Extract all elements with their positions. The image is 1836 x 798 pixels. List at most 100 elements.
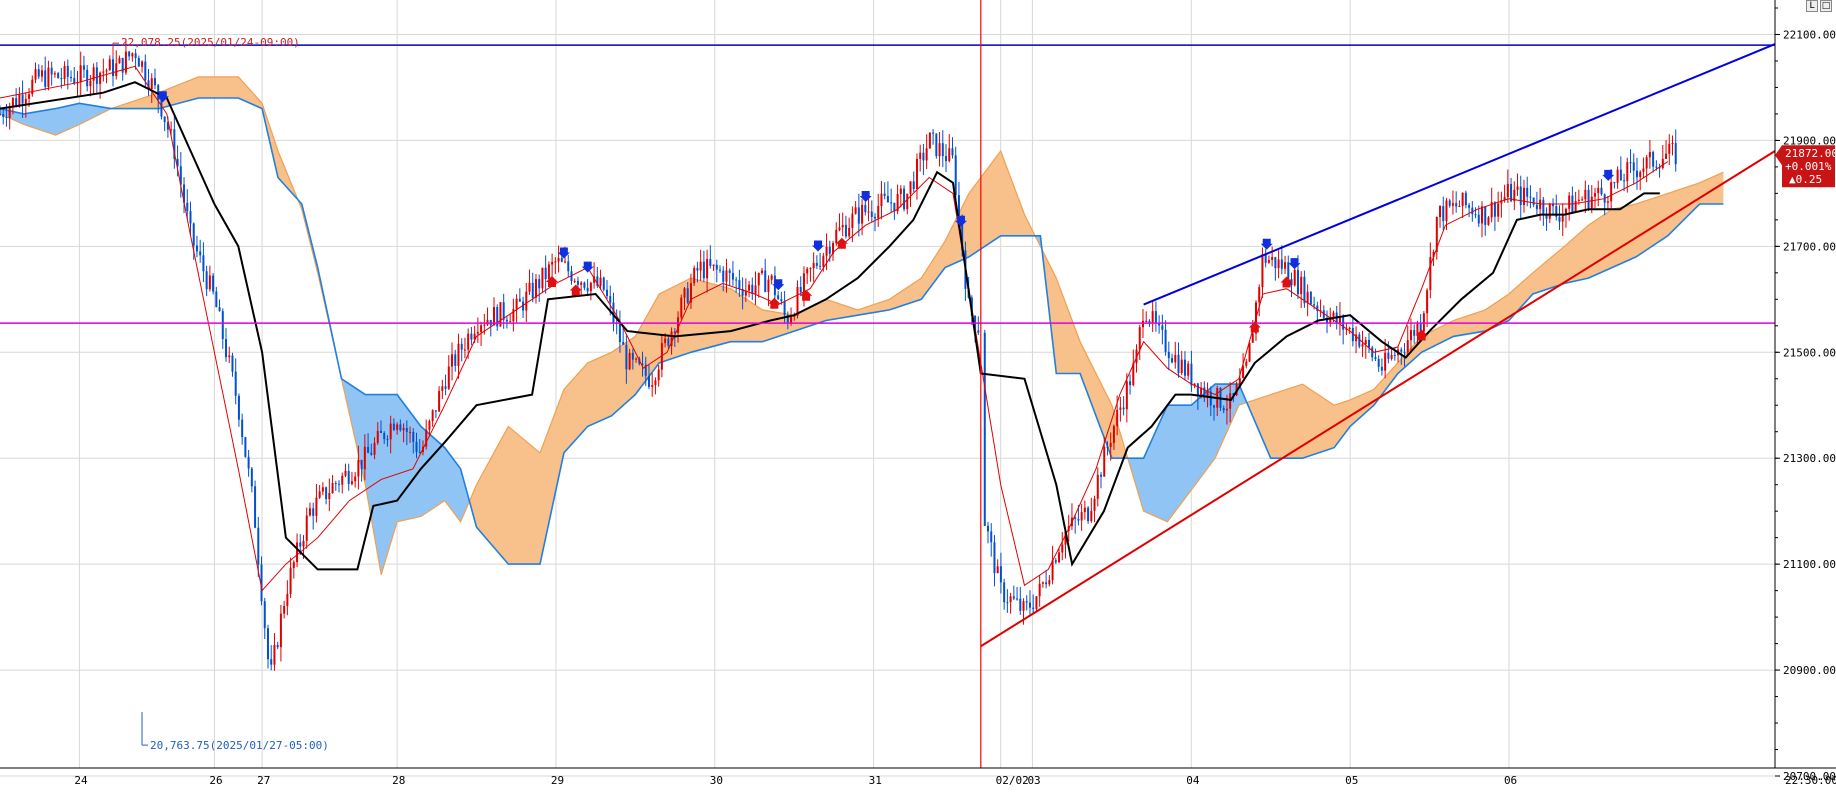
candle-body bbox=[247, 456, 250, 469]
candle-body bbox=[1112, 426, 1115, 443]
candle-body bbox=[473, 333, 476, 340]
candle-body bbox=[1564, 208, 1567, 215]
cloud-bear bbox=[0, 103, 112, 136]
candle-body bbox=[1535, 204, 1538, 210]
candle-body bbox=[192, 223, 195, 246]
candle-body bbox=[425, 429, 428, 447]
candle-body bbox=[312, 508, 315, 516]
candle-body bbox=[534, 279, 537, 298]
chart-corner-buttons[interactable]: L □ bbox=[1806, 0, 1834, 12]
candle-body bbox=[447, 366, 450, 389]
candle-body bbox=[1429, 257, 1432, 291]
candle-body bbox=[137, 57, 140, 67]
candle-body bbox=[702, 261, 705, 279]
y-tick-label: 21300.00 bbox=[1783, 452, 1836, 465]
y-tick-label: 21500.00 bbox=[1783, 346, 1836, 359]
sell-signal-arrow bbox=[1288, 258, 1301, 270]
candle-body bbox=[305, 515, 308, 541]
candle-body bbox=[1542, 199, 1545, 215]
candle-body bbox=[134, 53, 137, 58]
candle-body bbox=[1277, 259, 1280, 269]
candle-body bbox=[512, 309, 515, 322]
candle-body bbox=[1639, 171, 1642, 178]
corner-button-left[interactable]: L bbox=[1806, 0, 1818, 12]
candle-body bbox=[748, 284, 751, 291]
candle-body bbox=[1661, 158, 1664, 169]
candle-body bbox=[557, 258, 560, 262]
candle-body bbox=[250, 468, 253, 487]
candle-body bbox=[612, 302, 615, 323]
candle-body bbox=[628, 352, 631, 370]
candle-body bbox=[1048, 580, 1051, 585]
candle-body bbox=[1464, 192, 1467, 206]
candle-body bbox=[725, 270, 728, 282]
candle-body bbox=[873, 216, 876, 219]
candle-body bbox=[454, 354, 457, 366]
candle-body bbox=[212, 275, 215, 292]
candle-body bbox=[476, 331, 479, 334]
candle-body bbox=[1574, 200, 1577, 213]
candle-body bbox=[1009, 596, 1012, 603]
candle-body bbox=[618, 323, 621, 343]
candle-body bbox=[1032, 607, 1035, 609]
x-tick-label: 06 bbox=[1504, 774, 1517, 787]
candle-body bbox=[877, 205, 880, 219]
candle-body bbox=[945, 156, 948, 162]
candle-body bbox=[664, 338, 667, 344]
candle-body bbox=[321, 487, 324, 492]
candle-body bbox=[234, 371, 237, 396]
candle-body bbox=[1293, 269, 1296, 286]
candle-body bbox=[951, 148, 954, 156]
candle-body bbox=[1103, 446, 1106, 477]
candle-body bbox=[567, 261, 570, 272]
candle-body bbox=[1409, 329, 1412, 341]
x-tick-label: 27 bbox=[257, 774, 270, 787]
candle-body bbox=[1222, 408, 1225, 411]
candle-body bbox=[1345, 328, 1348, 330]
candle-body bbox=[1387, 352, 1390, 359]
candle-body bbox=[1064, 530, 1067, 545]
candle-body bbox=[34, 69, 37, 80]
candle-body bbox=[544, 267, 547, 279]
candle-body bbox=[670, 331, 673, 346]
candle-body bbox=[996, 566, 999, 574]
candle-body bbox=[66, 66, 69, 77]
x-tick-label: 04 bbox=[1186, 774, 1200, 787]
candle-body bbox=[954, 155, 957, 196]
candle-body bbox=[596, 276, 599, 286]
candle-body bbox=[1051, 560, 1054, 581]
candle-body bbox=[499, 302, 502, 327]
candle-body bbox=[1442, 205, 1445, 222]
candle-body bbox=[1374, 357, 1377, 360]
y-tick-label: 22100.00 bbox=[1783, 28, 1836, 41]
candle-body bbox=[909, 181, 912, 194]
candle-body bbox=[1209, 391, 1212, 406]
candle-body bbox=[547, 264, 550, 279]
candle-body bbox=[331, 483, 334, 494]
y-tick-label: 21900.00 bbox=[1783, 134, 1836, 147]
candle-body bbox=[1503, 197, 1506, 201]
candle-body bbox=[1158, 323, 1161, 326]
candle-body bbox=[1093, 498, 1096, 511]
buy-signal-arrow bbox=[1415, 329, 1428, 341]
plot-area bbox=[0, 0, 1775, 768]
candle-body bbox=[1548, 203, 1551, 219]
candle-body bbox=[599, 277, 602, 286]
candle-body bbox=[131, 53, 134, 57]
corner-button-right[interactable]: □ bbox=[1820, 0, 1832, 12]
candle-body bbox=[263, 601, 266, 629]
candle-body bbox=[667, 338, 670, 346]
candle-body bbox=[176, 158, 179, 167]
candle-body bbox=[208, 275, 211, 290]
candle-body bbox=[1619, 169, 1622, 181]
candle-body bbox=[586, 287, 589, 292]
candle-body bbox=[819, 265, 822, 267]
cloud-bull bbox=[1042, 249, 1130, 464]
candle-body bbox=[1461, 192, 1464, 206]
candle-body bbox=[564, 261, 567, 263]
candle-body bbox=[1587, 189, 1590, 209]
candle-body bbox=[344, 470, 347, 476]
candle-body bbox=[189, 211, 192, 224]
candle-body bbox=[1213, 405, 1216, 408]
candle-body bbox=[1261, 254, 1264, 288]
